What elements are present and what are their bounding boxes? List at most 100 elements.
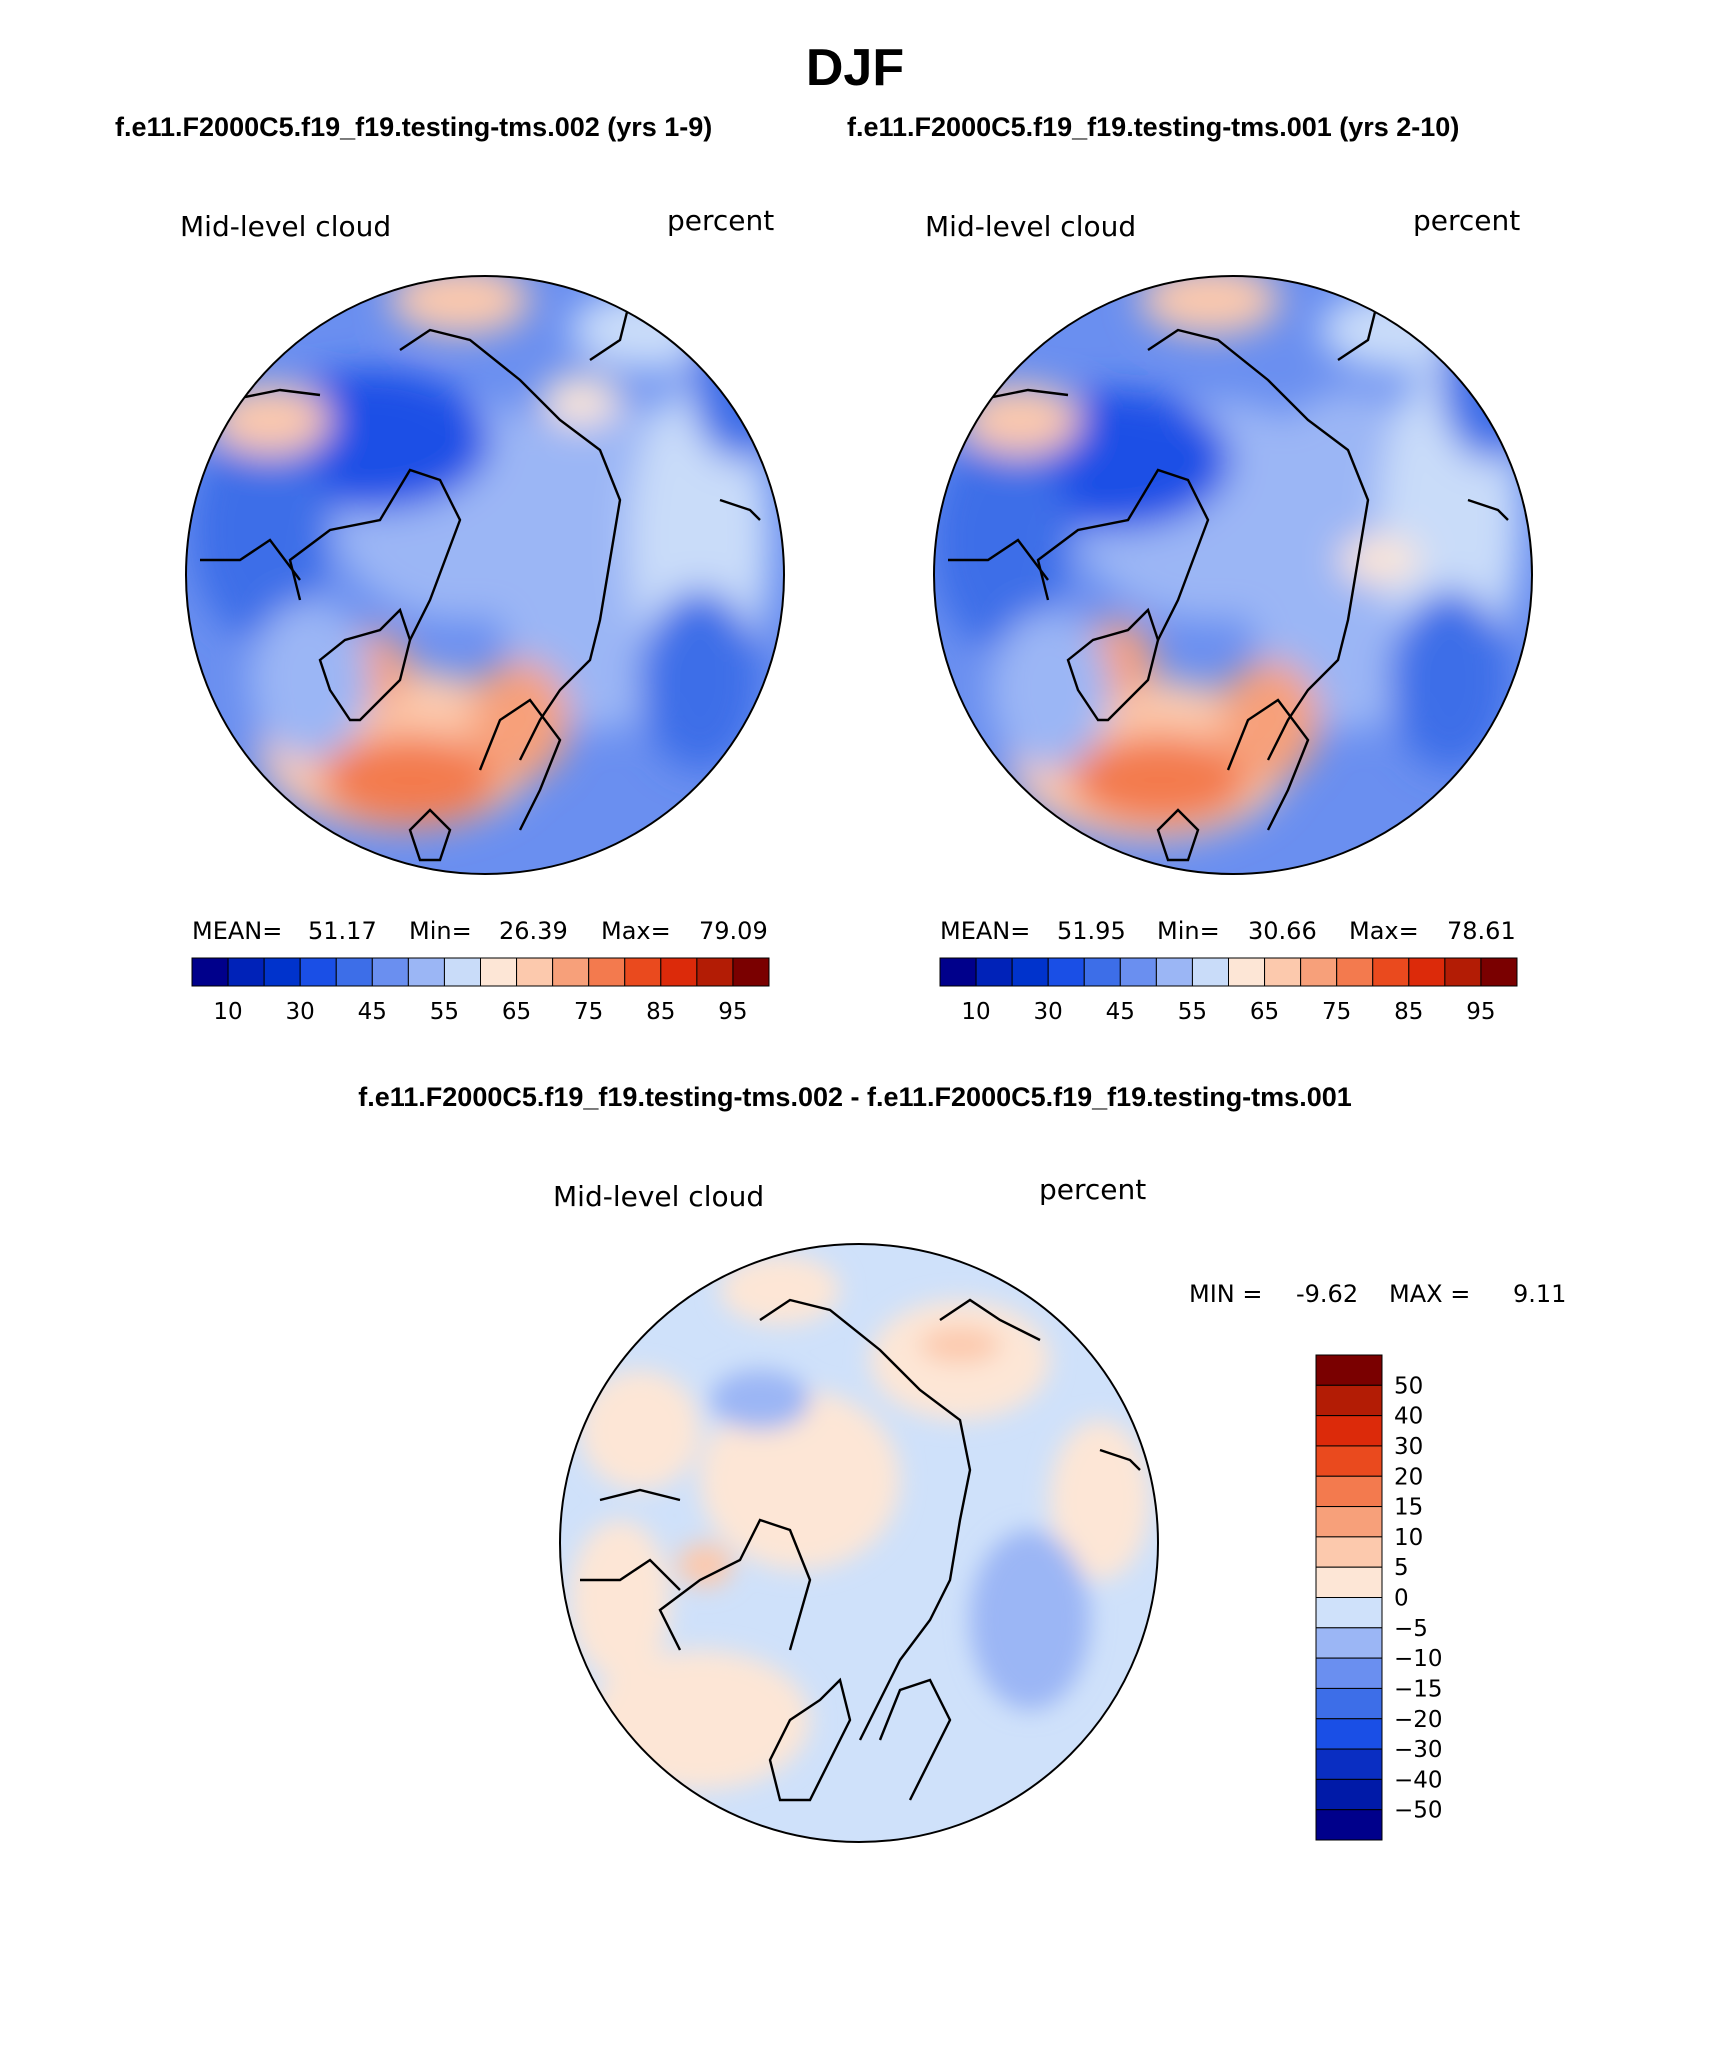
diff-colorbar-swatch bbox=[1315, 1415, 1383, 1447]
right-colorbar-swatch bbox=[1372, 957, 1410, 987]
right-colorbar-swatch bbox=[975, 957, 1013, 987]
diff-colorbar-swatch bbox=[1315, 1445, 1383, 1477]
diff-min-value: -9.62 bbox=[1296, 1280, 1359, 1308]
right-colorbar-swatch bbox=[1191, 957, 1229, 987]
right-colorbar-tick-label: 10 bbox=[961, 999, 990, 1025]
right-colorbar-swatch bbox=[1228, 957, 1266, 987]
left-units-label: percent bbox=[667, 204, 775, 237]
diff-colorbar-tick-label: 10 bbox=[1394, 1525, 1423, 1551]
diff-colorbar-tick-label: −5 bbox=[1394, 1616, 1428, 1642]
right-colorbar-swatch bbox=[1300, 957, 1338, 987]
diff-colorbar-tick-label: 20 bbox=[1394, 1464, 1423, 1490]
left-min-label: Min= bbox=[409, 917, 472, 945]
left-case-title: f.e11.F2000C5.f19_f19.testing-tms.002 (y… bbox=[115, 112, 713, 142]
diff-min-label: MIN = bbox=[1189, 1280, 1263, 1308]
diff-colorbar-tick-label: −40 bbox=[1394, 1767, 1443, 1793]
right-mean-label: MEAN= bbox=[940, 917, 1031, 945]
left-colorbar-tick-label: 95 bbox=[718, 999, 747, 1025]
right-colorbar-swatch bbox=[1155, 957, 1193, 987]
right-colorbar-tick-label: 95 bbox=[1466, 999, 1495, 1025]
diff-colorbar-tick-label: 50 bbox=[1394, 1373, 1423, 1399]
right-colorbar-swatch bbox=[1011, 957, 1049, 987]
left-variable-label: Mid-level cloud bbox=[180, 210, 392, 243]
right-colorbar-swatch bbox=[1119, 957, 1157, 987]
diff-units-label: percent bbox=[1039, 1173, 1147, 1206]
left-colorbar-swatch bbox=[407, 957, 445, 987]
right-min-label: Min= bbox=[1157, 917, 1220, 945]
left-colorbar-tick-label: 85 bbox=[646, 999, 675, 1025]
left-colorbar-swatch bbox=[552, 957, 590, 987]
diff-colorbar-tick-label: −20 bbox=[1394, 1707, 1443, 1733]
right-polar-map bbox=[933, 275, 1533, 875]
diff-colorbar-swatch bbox=[1315, 1384, 1383, 1417]
left-colorbar-swatch bbox=[191, 957, 229, 987]
diff-colorbar-swatch bbox=[1315, 1748, 1383, 1780]
diff-max-label: MAX = bbox=[1389, 1280, 1471, 1308]
left-colorbar-tick-label: 65 bbox=[502, 999, 531, 1025]
diff-colorbar-swatch bbox=[1315, 1809, 1383, 1841]
right-variable-label: Mid-level cloud bbox=[925, 210, 1137, 243]
left-colorbar-swatch bbox=[516, 957, 554, 987]
diff-colorbar-swatch bbox=[1315, 1597, 1383, 1629]
right-units-label: percent bbox=[1413, 204, 1521, 237]
left-colorbar-swatch bbox=[480, 957, 518, 987]
left-mean-value: 51.17 bbox=[308, 917, 377, 945]
left-colorbar-tick-label: 55 bbox=[430, 999, 459, 1025]
left-max-label: Max= bbox=[601, 917, 671, 945]
right-colorbar-tick-label: 30 bbox=[1034, 999, 1063, 1025]
right-colorbar-tick-label: 65 bbox=[1250, 999, 1279, 1025]
right-colorbar-tick-label: 45 bbox=[1106, 999, 1135, 1025]
left-colorbar-tick-label: 45 bbox=[358, 999, 387, 1025]
diff-colorbar-tick-label: 0 bbox=[1394, 1586, 1409, 1612]
left-min-value: 26.39 bbox=[499, 917, 568, 945]
diff-variable-label: Mid-level cloud bbox=[553, 1180, 765, 1213]
diff-max-value: 9.11 bbox=[1513, 1280, 1567, 1308]
diff-colorbar-tick-label: 15 bbox=[1394, 1495, 1423, 1521]
diff-colorbar-tick-label: 30 bbox=[1394, 1434, 1423, 1460]
right-colorbar-swatch bbox=[1264, 957, 1302, 987]
right-min-value: 30.66 bbox=[1248, 917, 1317, 945]
diff-colorbar-tick-label: −10 bbox=[1394, 1646, 1443, 1672]
left-max-value: 79.09 bbox=[699, 917, 768, 945]
left-polar-map bbox=[185, 275, 785, 875]
left-colorbar-swatch bbox=[624, 957, 662, 987]
right-max-label: Max= bbox=[1349, 917, 1419, 945]
left-colorbar-tick-label: 30 bbox=[286, 999, 315, 1025]
diff-colorbar-swatch bbox=[1315, 1657, 1383, 1689]
diff-colorbar-swatch bbox=[1315, 1687, 1383, 1720]
left-colorbar-swatch bbox=[371, 957, 409, 987]
right-colorbar-swatch bbox=[1047, 957, 1085, 987]
page-title: DJF bbox=[805, 39, 905, 97]
right-max-value: 78.61 bbox=[1447, 917, 1516, 945]
diff-colorbar-tick-label: −50 bbox=[1394, 1798, 1443, 1824]
left-colorbar-swatch bbox=[227, 957, 265, 987]
left-colorbar-tick-label: 75 bbox=[574, 999, 603, 1025]
diff-colorbar-tick-label: 40 bbox=[1394, 1404, 1423, 1430]
right-colorbar-swatch bbox=[1408, 957, 1446, 987]
right-colorbar-swatch bbox=[939, 957, 977, 987]
right-colorbar-tick-label: 85 bbox=[1394, 999, 1423, 1025]
right-colorbar-swatch bbox=[1444, 957, 1482, 987]
diff-colorbar-swatch bbox=[1315, 1354, 1383, 1386]
left-colorbar-swatch bbox=[299, 957, 337, 987]
left-colorbar-tick-label: 10 bbox=[213, 999, 242, 1025]
diff-colorbar-swatch bbox=[1315, 1536, 1383, 1568]
right-mean-value: 51.95 bbox=[1057, 917, 1126, 945]
diff-colorbar-swatch bbox=[1315, 1718, 1383, 1750]
right-colorbar-tick-label: 55 bbox=[1178, 999, 1207, 1025]
left-mean-label: MEAN= bbox=[192, 917, 283, 945]
diff-colorbar-swatch bbox=[1315, 1627, 1383, 1659]
right-colorbar-swatch bbox=[1480, 957, 1518, 987]
left-colorbar-swatch bbox=[732, 957, 770, 987]
left-colorbar-swatch bbox=[263, 957, 301, 987]
left-colorbar-swatch bbox=[696, 957, 734, 987]
difference-title: f.e11.F2000C5.f19_f19.testing-tms.002 - … bbox=[358, 1082, 1352, 1112]
left-colorbar-swatch bbox=[588, 957, 626, 987]
left-colorbar-swatch bbox=[335, 957, 373, 987]
diff-colorbar-swatch bbox=[1315, 1475, 1383, 1508]
right-case-title: f.e11.F2000C5.f19_f19.testing-tms.001 (y… bbox=[847, 112, 1460, 142]
right-colorbar-swatch bbox=[1336, 957, 1374, 987]
diff-colorbar-swatch bbox=[1315, 1566, 1383, 1598]
left-colorbar-swatch bbox=[660, 957, 698, 987]
